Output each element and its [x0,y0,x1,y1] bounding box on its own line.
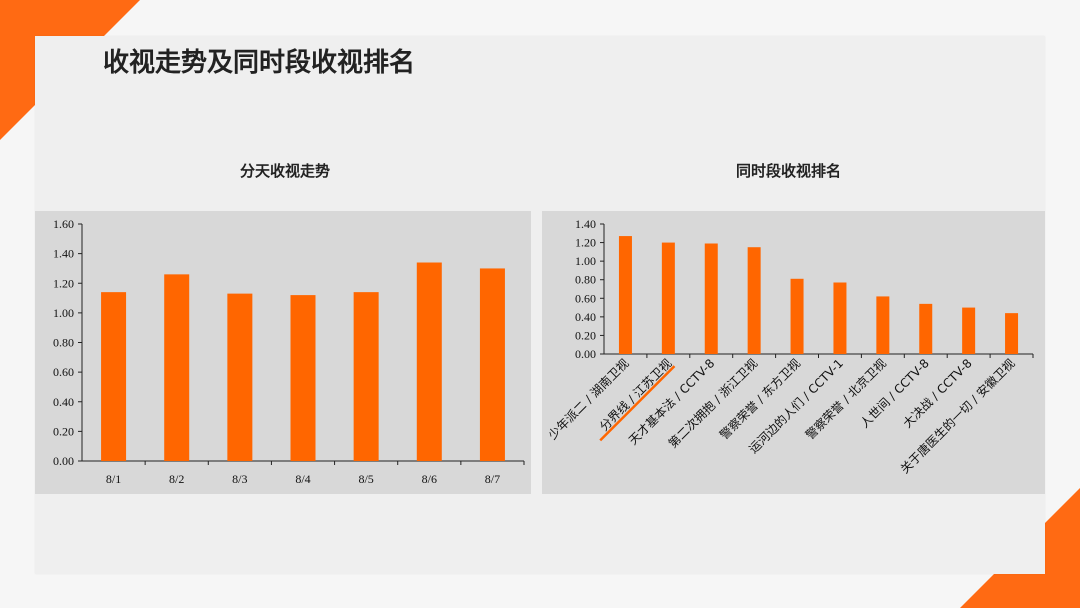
bar [747,247,761,354]
bar [790,278,804,354]
x-tick-label: 8/4 [295,472,310,486]
bar [876,296,890,354]
x-tick-label: 警察荣誉 / 东方卫视 [716,356,803,443]
bar [661,242,675,354]
x-tick-label: 8/3 [232,472,247,486]
page-title: 收视走势及同时段收视排名 [103,48,416,78]
y-tick-label: 1.00 [53,306,74,320]
y-tick-label: 0.80 [53,336,74,350]
bar [353,292,379,461]
bar [704,243,718,354]
y-tick-label: 0.20 [575,328,596,342]
y-tick-label: 0.80 [575,273,596,287]
y-tick-label: 0.00 [575,347,596,361]
y-tick-label: 1.20 [53,276,74,290]
bar [962,307,976,354]
x-tick-label: 8/2 [169,472,184,486]
x-tick-label: 少年派二 / 湖南卫视 [545,356,632,443]
x-tick-label: 8/1 [106,472,121,486]
y-tick-label: 1.00 [575,254,596,268]
y-tick-label: 1.20 [575,236,596,250]
bar [919,303,933,354]
y-tick-label: 1.40 [53,247,74,261]
chart-daily: 0.00 0.20 0.40 0.60 0.80 1.00 1.20 1.40 1.60 8/1 8… [53,217,525,486]
y-tick-label: 0.40 [575,310,596,324]
x-tick-label: 8/7 [485,472,500,486]
chart-title-daily: 分天收视走势 [240,162,331,180]
chart-title-ranking: 同时段收视排名 [736,162,842,180]
x-tick-label: 分界线 / 江苏卫视 [596,356,674,434]
y-tick-label: 0.60 [53,365,74,379]
x-tick-label: 8/5 [358,472,373,486]
y-tick-label: 0.40 [53,395,74,409]
y-tick-label: 0.60 [575,291,596,305]
y-tick-label: 1.40 [575,217,596,231]
bar [833,282,847,354]
y-tick-label: 0.00 [53,454,74,468]
bar [227,293,253,461]
bar [479,268,505,461]
x-tick-label: 8/6 [422,472,437,486]
chart-ranking: 0.00 0.20 0.40 0.60 0.80 1.00 1.20 1.40 少年派二 / 湖… [545,217,1034,476]
bar [290,295,316,461]
y-tick-label: 0.20 [53,424,74,438]
bar [416,262,442,461]
x-tick-label: 警察荣誉 / 北京卫视 [802,356,889,443]
bar [164,274,190,461]
y-tick-label: 1.60 [53,217,74,231]
highlight-underline [599,365,676,442]
bar [101,292,127,461]
bar [1005,313,1019,354]
bar [618,236,632,354]
